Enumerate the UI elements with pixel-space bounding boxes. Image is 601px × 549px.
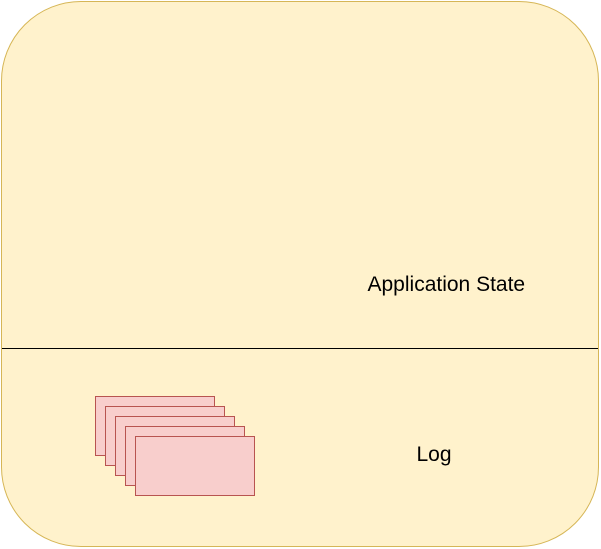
log-label: Log bbox=[416, 442, 452, 466]
section-divider bbox=[1, 347, 598, 349]
application-state-label: Application State bbox=[367, 272, 526, 296]
log-entry bbox=[134, 435, 255, 496]
